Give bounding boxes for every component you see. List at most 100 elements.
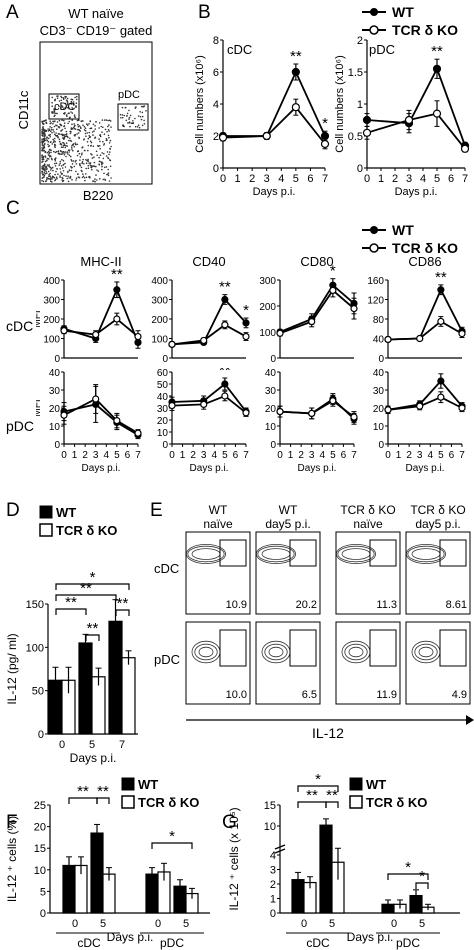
dot	[77, 132, 80, 134]
legend-swatch-wt	[39, 505, 53, 519]
y-tick-label: 300	[151, 296, 168, 307]
dot	[54, 120, 56, 122]
x-tick-label: 0	[169, 450, 175, 461]
dot	[98, 160, 101, 163]
dot	[65, 96, 67, 98]
dot	[90, 127, 93, 129]
dot	[64, 102, 67, 105]
dot	[84, 127, 87, 129]
legend-b: WT TCR δ KO	[362, 4, 458, 38]
dot	[51, 128, 53, 131]
y-tick-label: 1	[270, 894, 276, 906]
dot	[74, 96, 76, 99]
dot	[142, 105, 144, 108]
x-axis-label: Days p.i.	[406, 463, 445, 474]
dot	[49, 126, 51, 128]
data-point	[60, 411, 68, 419]
dot	[67, 180, 70, 183]
significance-marker: **	[219, 368, 231, 379]
bracket-d-5	[115, 609, 130, 616]
x-tick-label: 7	[459, 450, 465, 461]
y-tick-label: 25	[34, 800, 46, 812]
dot	[71, 119, 73, 121]
dot	[88, 135, 90, 137]
y-tick-label: 6	[213, 67, 219, 79]
dot	[127, 122, 129, 124]
legend-label-wt: WT	[56, 505, 76, 520]
dot	[107, 174, 110, 177]
x-axis-label: Days p.i.	[253, 186, 296, 198]
dot	[46, 172, 48, 174]
dot	[81, 176, 84, 179]
x-tick-label: 0	[61, 450, 67, 461]
dot	[44, 129, 46, 131]
x-tick-label: 0	[59, 739, 65, 751]
y-tick-label: 30	[265, 386, 277, 397]
dot	[91, 157, 94, 159]
dot	[47, 143, 49, 146]
series-line	[222, 105, 326, 145]
y-tick-label: 40	[265, 368, 277, 379]
dot	[62, 150, 65, 153]
y-tick-label: 40	[157, 392, 169, 403]
y-tick-label: 0.5	[348, 131, 363, 143]
row-label-pdc: pDC	[154, 652, 180, 667]
il12-arrow	[466, 715, 474, 725]
dot	[57, 95, 59, 97]
dot	[65, 155, 67, 158]
il12-axis-label: IL-12	[312, 725, 344, 741]
chart-g: WT TCR δ KO 0 1 2 3 4 10 15 0 5 0 5 Days p.i. IL-12 ⁺ …	[227, 771, 460, 950]
y-tick-label: 2	[213, 131, 219, 143]
data-point	[458, 404, 466, 412]
dot	[42, 140, 45, 143]
dot	[62, 97, 65, 99]
chart-c-cd86-cdc: 0 40 80 120 160 CD86**	[367, 254, 466, 365]
dot	[140, 118, 143, 121]
y-tick-label: 100	[259, 328, 276, 339]
data-point	[218, 133, 228, 142]
x-tick-label: 5	[89, 739, 95, 751]
data-point	[200, 336, 208, 345]
significance-marker: *	[169, 828, 175, 845]
panel-a-title-2: CD3⁻ CD19⁻ gated	[40, 23, 153, 38]
x-tick-label: 2	[392, 173, 398, 185]
dot	[73, 116, 76, 118]
x-tick-label: 7	[322, 173, 328, 185]
dot	[45, 122, 48, 124]
y-tick-label: 5	[40, 886, 46, 898]
y-tick-label: 30	[49, 386, 61, 397]
dot	[84, 129, 87, 132]
bracket-d-1	[55, 583, 130, 590]
y-axis-label: IL-12 ⁺ cells (%)	[5, 816, 19, 902]
dot	[109, 120, 112, 122]
y-axis-label: Cell numbers (x10⁶)	[335, 55, 346, 152]
dot	[71, 98, 74, 101]
dot	[75, 159, 77, 162]
x-tick-label: 7	[462, 173, 468, 185]
dot	[71, 112, 74, 114]
y-tick-label: 0	[162, 440, 168, 451]
dot	[125, 119, 128, 122]
dot	[47, 154, 50, 156]
dot	[91, 154, 93, 156]
bar	[78, 642, 93, 735]
contour	[268, 646, 284, 658]
dot	[72, 108, 74, 110]
x-tick-label: 3	[201, 450, 207, 461]
dot	[51, 101, 53, 104]
x-tick-label: 0	[220, 173, 226, 185]
legend-label-wt: WT	[366, 777, 386, 792]
dot	[96, 169, 98, 171]
panel-a-xlabel: B220	[83, 188, 113, 203]
dot	[62, 112, 65, 115]
data-point	[416, 402, 424, 410]
dot	[105, 155, 108, 157]
dot	[104, 178, 106, 181]
dot	[50, 151, 52, 154]
dot	[81, 146, 84, 148]
bracket-g-5	[415, 882, 429, 889]
dot	[95, 121, 97, 123]
dot	[75, 163, 78, 165]
series-line	[366, 66, 466, 146]
x-tick-label: 5	[293, 173, 299, 185]
